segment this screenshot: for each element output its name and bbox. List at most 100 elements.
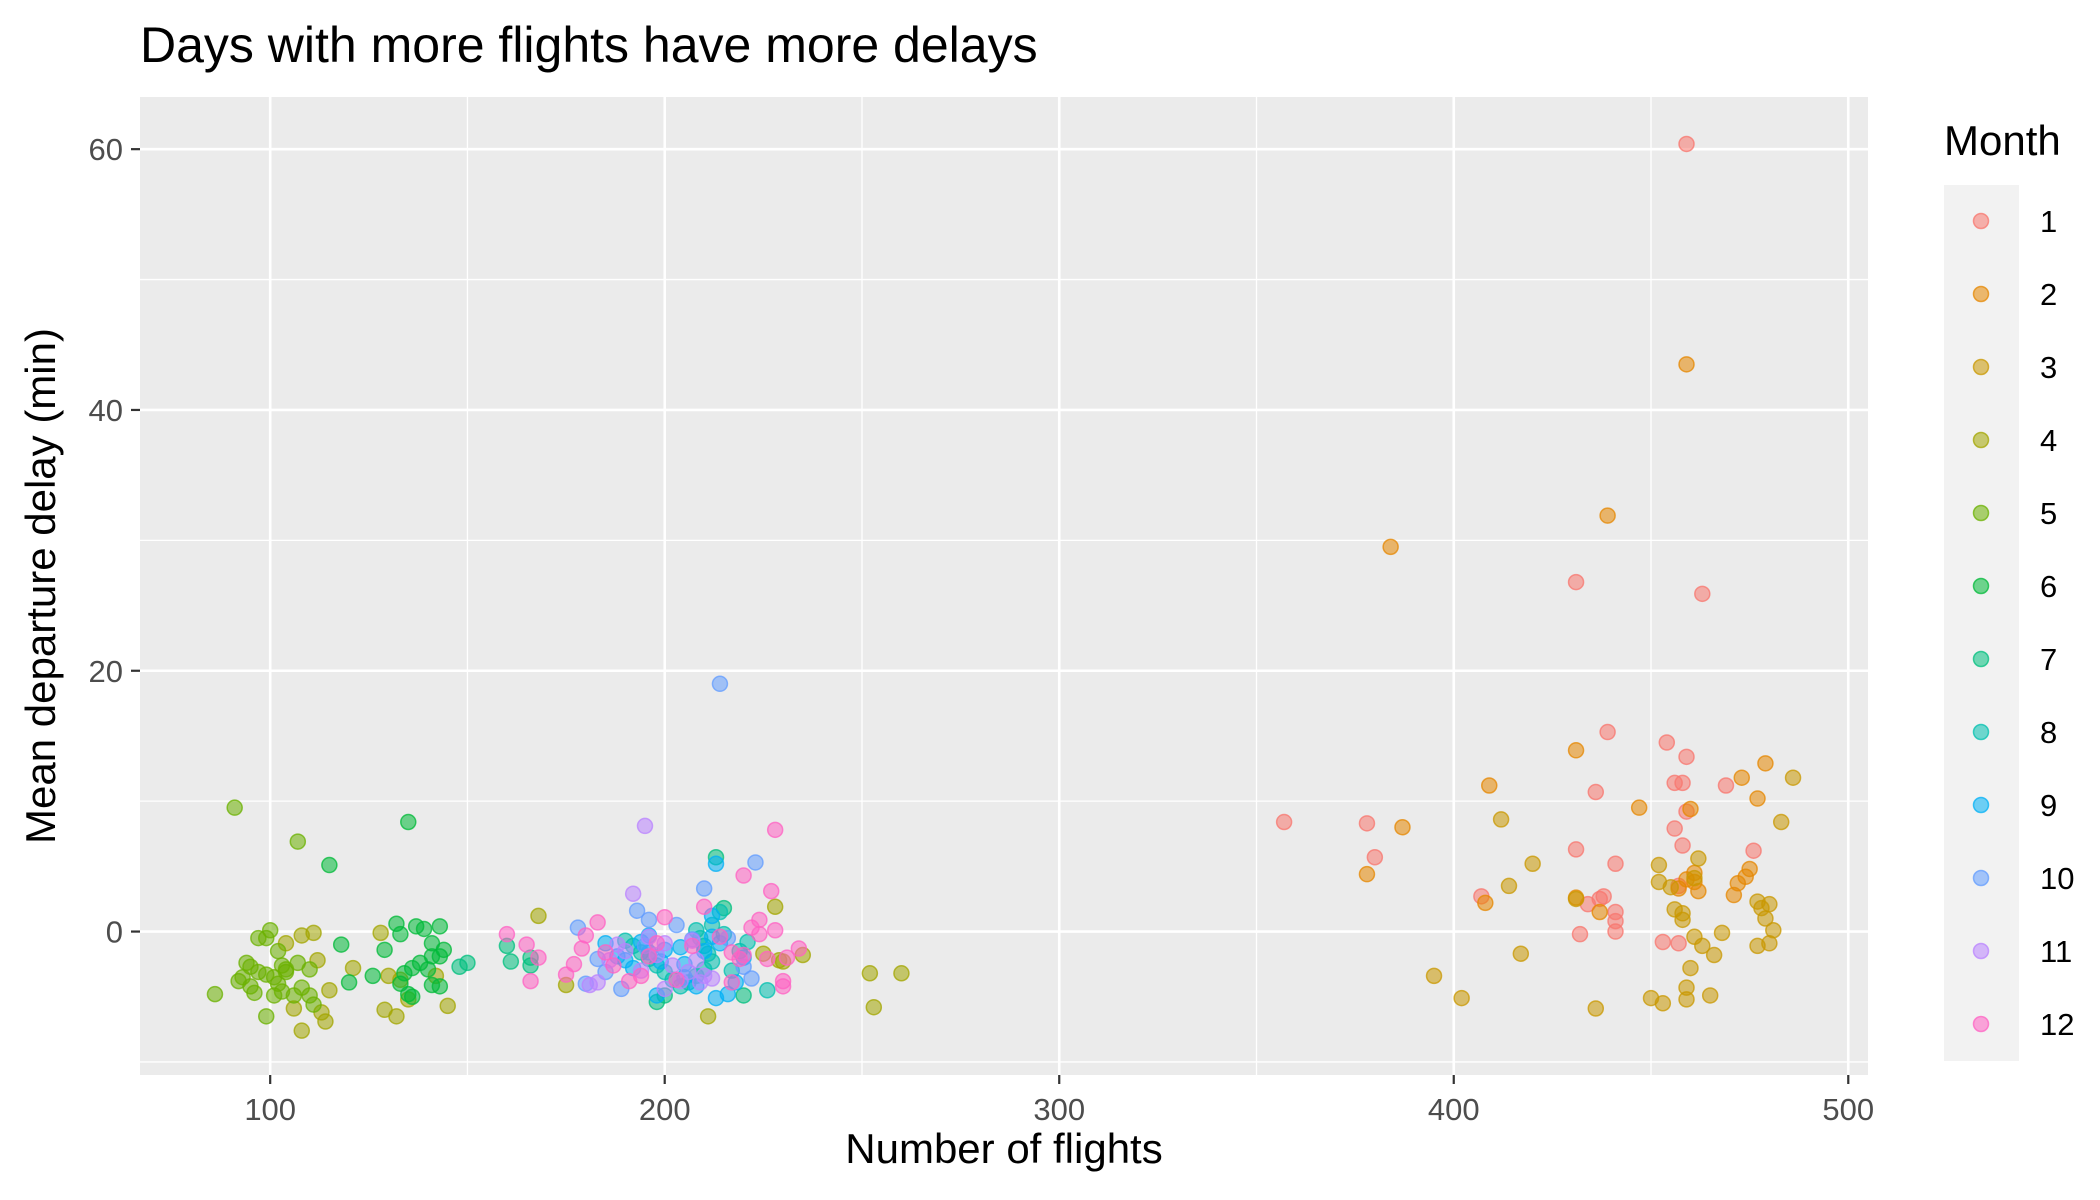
data-point-month-1 [1694, 585, 1711, 603]
data-point-month-2 [1682, 800, 1699, 818]
data-point-month-3 [1686, 869, 1703, 887]
data-point-month-2 [1630, 799, 1648, 816]
data-point-month-4 [439, 997, 456, 1015]
data-point-month-12 [723, 974, 741, 991]
legend-label: 11 [2040, 934, 2072, 969]
legend-key [1972, 577, 1990, 595]
data-point-month-1 [1658, 734, 1676, 751]
legend-label: 10 [2040, 861, 2074, 896]
data-point-month-6 [392, 925, 409, 943]
x-tick-label: 400 [1428, 1092, 1480, 1127]
data-point-month-4 [380, 967, 397, 985]
data-point-month-11 [656, 980, 673, 998]
data-point-month-3 [1650, 856, 1668, 874]
data-point-month-4 [861, 965, 879, 982]
data-point-month-6 [431, 918, 449, 935]
data-point-month-1 [1587, 783, 1605, 801]
data-point-month-5 [305, 996, 322, 1013]
data-point-month-3 [1512, 945, 1530, 962]
x-tick-label: 200 [639, 1092, 691, 1127]
data-point-month-1 [1745, 842, 1762, 859]
legend-label: 4 [2040, 423, 2057, 458]
legend-key [1972, 504, 1990, 522]
data-point-month-5 [277, 961, 295, 978]
data-point-month-4 [293, 927, 311, 944]
data-points [206, 135, 1802, 1039]
data-point-month-11 [688, 951, 705, 969]
data-point-month-6 [403, 988, 421, 1006]
data-point-month-3 [1686, 928, 1703, 946]
data-point-month-5 [246, 984, 263, 1002]
data-point-month-12 [605, 957, 622, 974]
x-tick-label: 300 [1033, 1092, 1085, 1127]
data-point-month-6 [419, 961, 437, 978]
data-point-month-3 [1753, 899, 1770, 917]
data-point-month-12 [766, 821, 784, 839]
data-point-month-12 [573, 940, 591, 957]
legend-key [1972, 358, 1990, 376]
legend-key [1972, 942, 1990, 960]
x-axis: 100 200 300 400 500 [244, 1075, 1874, 1127]
data-point-month-8 [759, 981, 776, 999]
data-point-month-2 [1567, 742, 1585, 759]
data-point-month-3 [1765, 922, 1782, 939]
data-point-month-2 [1591, 903, 1608, 921]
data-point-month-12 [648, 935, 666, 952]
legend-label: 5 [2040, 496, 2057, 531]
data-point-month-3 [1587, 1000, 1605, 1017]
data-point-month-4 [766, 898, 784, 916]
y-tick-label: 40 [89, 393, 123, 428]
data-point-month-1 [1366, 848, 1384, 866]
x-tick-label: 500 [1822, 1092, 1874, 1127]
data-point-month-12 [735, 946, 752, 964]
data-point-month-4 [530, 907, 547, 925]
data-point-month-10 [668, 916, 685, 934]
data-point-month-1 [1717, 777, 1735, 794]
data-point-month-2 [1358, 865, 1376, 883]
data-point-month-12 [498, 925, 516, 943]
data-point-month-1 [1666, 820, 1683, 837]
data-point-month-4 [317, 1013, 334, 1030]
data-point-month-10 [628, 902, 646, 919]
data-point-month-12 [735, 867, 752, 884]
data-point-month-11 [680, 963, 697, 981]
legend-key-background [1944, 185, 2019, 1061]
data-point-month-1 [1674, 774, 1691, 792]
data-point-month-11 [624, 885, 642, 902]
legend-label: 7 [2040, 642, 2057, 677]
data-point-month-6 [400, 813, 417, 831]
data-point-month-11 [664, 957, 681, 974]
data-point-month-1 [1607, 923, 1624, 940]
data-point-month-2 [1678, 356, 1695, 373]
data-point-month-5 [265, 968, 283, 986]
data-point-month-12 [597, 944, 614, 961]
data-point-month-11 [609, 936, 626, 953]
legend-key [1972, 431, 1990, 449]
data-point-month-10 [640, 911, 658, 929]
data-point-month-2 [1599, 507, 1616, 524]
data-point-month-10 [695, 880, 713, 897]
legend-key [1972, 796, 1990, 814]
legend-label: 12 [2040, 1007, 2074, 1042]
data-point-month-12 [766, 922, 784, 939]
data-point-month-2 [1757, 755, 1774, 772]
data-point-month-4 [865, 998, 883, 1016]
legend-key [1972, 212, 1990, 230]
data-point-month-12 [522, 972, 539, 990]
data-point-month-5 [238, 954, 255, 972]
data-point-month-4 [893, 965, 910, 982]
data-point-month-5 [206, 985, 224, 1003]
data-point-month-1 [1567, 841, 1585, 858]
data-point-month-5 [257, 1008, 275, 1025]
data-point-month-3 [1524, 855, 1541, 873]
data-point-month-6 [332, 936, 350, 953]
legend-label: 1 [2040, 204, 2057, 239]
data-point-month-12 [751, 925, 768, 943]
data-point-month-10 [743, 970, 760, 987]
data-point-month-5 [289, 833, 307, 850]
data-point-month-12 [557, 966, 575, 983]
data-point-month-11 [691, 974, 709, 991]
data-point-month-6 [415, 920, 433, 938]
data-point-month-12 [778, 949, 796, 966]
